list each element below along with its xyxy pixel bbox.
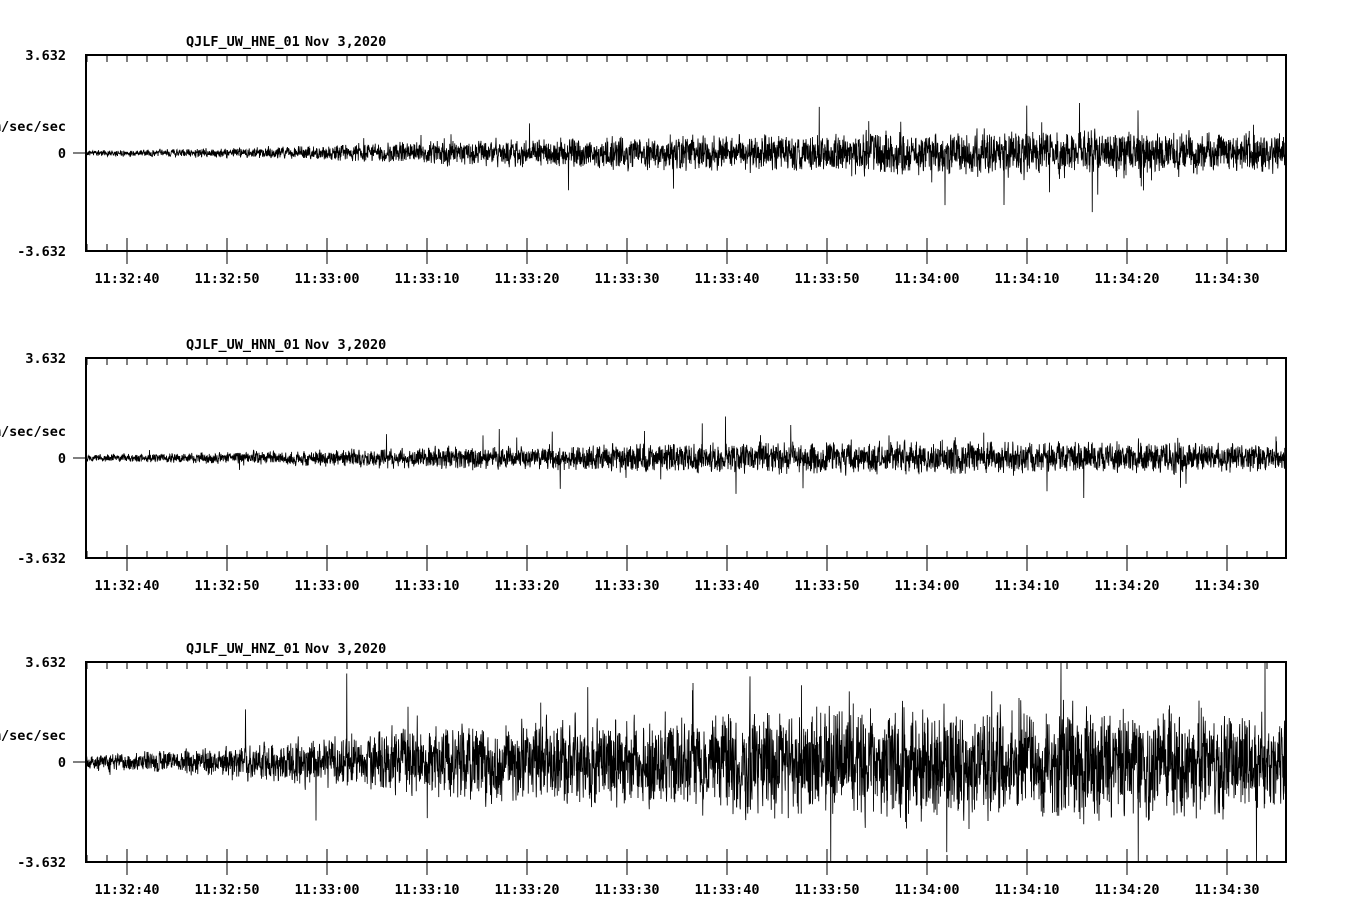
x-axis-tick-label: 11:34:20 — [1094, 271, 1159, 287]
x-axis-tick-label: 11:32:50 — [194, 271, 259, 287]
waveform-trace — [85, 416, 1287, 499]
x-axis-tick-label: 11:33:50 — [794, 578, 859, 594]
x-axis-tick-label: 11:32:40 — [94, 271, 159, 287]
waveform-panel-hnn: 3.632 0 -3.632 cm/sec/sec 11:32:40 11:32:50 11… — [0, 330, 1358, 598]
x-axis-tick-label: 11:33:30 — [594, 578, 659, 594]
x-axis-tick-label: 11:33:30 — [594, 882, 659, 898]
waveform-trace — [85, 661, 1287, 863]
y-axis-units-label: cm/sec/sec — [0, 728, 66, 744]
x-axis-tick-label: 11:33:00 — [294, 271, 359, 287]
panel-title-date: Nov 3,2020 — [305, 337, 386, 353]
x-axis-tick-label: 11:33:50 — [794, 882, 859, 898]
x-axis-tick-label: 11:33:20 — [494, 271, 559, 287]
panel-title-station: QJLF_UW_HNN_01 — [186, 337, 300, 353]
y-axis-max-label: 3.632 — [25, 655, 66, 671]
axis-ticks — [86, 55, 1268, 264]
x-axis-tick-label: 11:34:00 — [894, 882, 959, 898]
x-axis-tick-label: 11:34:20 — [1094, 882, 1159, 898]
x-axis-tick-label: 11:33:40 — [694, 578, 759, 594]
plot-frame — [85, 661, 1287, 863]
waveform-panel-hnz: 3.632 0 -3.632 cm/sec/sec 11:32:40 11:32:50 11… — [0, 634, 1358, 902]
x-axis-tick-label: 11:34:20 — [1094, 578, 1159, 594]
x-axis-tick-label: 11:34:10 — [994, 882, 1059, 898]
axis-ticks — [86, 358, 1268, 571]
x-axis-tick-label: 11:33:10 — [394, 882, 459, 898]
waveform-panel-hne: 3.632 0 -3.632 cm/sec/sec 11:32:40 11:32:50 11… — [0, 27, 1358, 291]
y-axis-units-label: cm/sec/sec — [0, 424, 66, 440]
x-axis-tick-label: 11:32:50 — [194, 882, 259, 898]
plot-area-hnn: 3.632 0 -3.632 cm/sec/sec 11:32:40 11:32:50 11… — [0, 337, 1287, 594]
x-axis-tick-label: 11:33:10 — [394, 271, 459, 287]
x-axis-tick-label: 11:34:10 — [994, 271, 1059, 287]
panel-title-date: Nov 3,2020 — [305, 641, 386, 657]
x-axis-tick-label: 11:32:40 — [94, 578, 159, 594]
x-axis-tick-label: 11:34:30 — [1194, 882, 1259, 898]
x-axis-tick-label: 11:33:20 — [494, 882, 559, 898]
y-axis-zero-label: 0 — [58, 755, 66, 771]
y-axis-max-label: 3.632 — [25, 351, 66, 367]
y-axis-max-label: 3.632 — [25, 48, 66, 64]
x-axis-tick-label: 11:34:30 — [1194, 271, 1259, 287]
waveform-trace — [85, 103, 1287, 213]
x-axis-tick-label: 11:33:50 — [794, 271, 859, 287]
y-axis-zero-label: 0 — [58, 146, 66, 162]
y-axis-zero-label: 0 — [58, 451, 66, 467]
y-axis-units-label: cm/sec/sec — [0, 119, 66, 135]
x-axis-tick-label: 11:33:00 — [294, 882, 359, 898]
x-axis-tick-label: 11:33:30 — [594, 271, 659, 287]
x-axis-tick-label: 11:34:00 — [894, 578, 959, 594]
panel-title-date: Nov 3,2020 — [305, 34, 386, 50]
panel-title-station: QJLF_UW_HNE_01 — [186, 34, 300, 50]
axis-ticks — [86, 662, 1268, 875]
x-axis-tick-label: 11:33:20 — [494, 578, 559, 594]
x-axis-tick-label: 11:32:40 — [94, 882, 159, 898]
x-axis-tick-label: 11:33:40 — [694, 271, 759, 287]
plot-frame — [85, 54, 1287, 252]
x-axis-tick-label: 11:32:50 — [194, 578, 259, 594]
plot-frame — [85, 357, 1287, 559]
y-axis-min-label: -3.632 — [17, 855, 66, 871]
y-axis-min-label: -3.632 — [17, 244, 66, 260]
plot-area-hnz: 3.632 0 -3.632 cm/sec/sec 11:32:40 11:32:50 11… — [0, 641, 1287, 898]
x-axis-tick-label: 11:34:00 — [894, 271, 959, 287]
panel-title-station: QJLF_UW_HNZ_01 — [186, 641, 300, 657]
x-axis-tick-label: 11:33:10 — [394, 578, 459, 594]
plot-area-hne: 3.632 0 -3.632 cm/sec/sec 11:32:40 11:32:50 11… — [0, 34, 1287, 287]
x-axis-tick-label: 11:33:40 — [694, 882, 759, 898]
x-axis-tick-label: 11:34:30 — [1194, 578, 1259, 594]
x-axis-tick-label: 11:33:00 — [294, 578, 359, 594]
y-axis-min-label: -3.632 — [17, 551, 66, 567]
x-axis-tick-label: 11:34:10 — [994, 578, 1059, 594]
